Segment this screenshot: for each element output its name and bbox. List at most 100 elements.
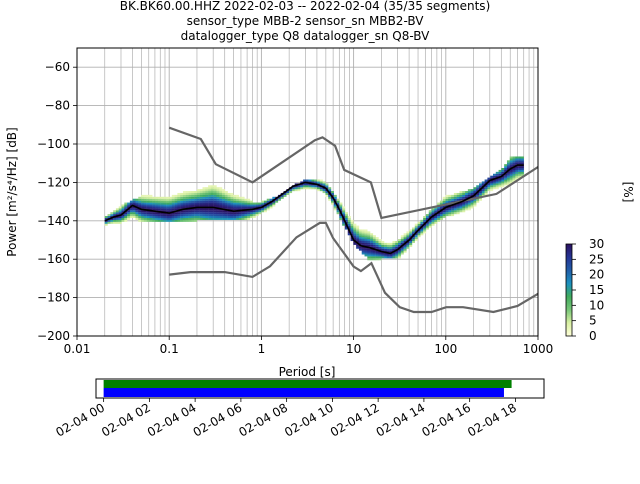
ppsd-cell — [113, 221, 117, 224]
ppsd-cell — [230, 202, 234, 205]
ppsd-cell — [437, 208, 441, 211]
ppsd-cell — [506, 183, 510, 186]
ppsd-cell — [451, 206, 455, 209]
ppsd-cell — [437, 217, 441, 220]
ppsd-cell — [219, 204, 223, 207]
ppsd-cell — [107, 214, 111, 217]
ppsd-cell — [518, 169, 522, 172]
ppsd-cell — [303, 183, 307, 186]
ppsd-cell — [132, 212, 136, 215]
ppsd-cell — [481, 187, 485, 190]
ppsd-cell — [118, 217, 122, 220]
ppsd-cell — [143, 217, 147, 220]
ppsd-cell — [420, 227, 424, 230]
ppsd-cell — [227, 204, 231, 207]
ppsd-cell — [199, 204, 203, 207]
ppsd-cell — [347, 225, 351, 228]
ppsd-cell — [219, 189, 223, 192]
ppsd-cell — [160, 210, 164, 213]
ppsd-cell — [378, 239, 382, 242]
ppsd-cell — [115, 212, 119, 215]
coverage-tick-label: 02-04 00 — [53, 400, 107, 439]
ppsd-cell — [166, 216, 170, 219]
ppsd-cell — [146, 210, 150, 213]
ppsd-cell — [395, 244, 399, 247]
ppsd-cell — [406, 231, 410, 234]
ppsd-cell — [155, 219, 159, 222]
ppsd-cell — [263, 202, 267, 205]
ppsd-cell — [339, 202, 343, 205]
ppsd-cell — [152, 206, 156, 209]
ppsd-cell — [445, 212, 449, 215]
ppsd-cell — [506, 162, 510, 165]
ppsd-cell — [244, 214, 248, 217]
ppsd-cell — [403, 235, 407, 238]
ppsd-cell — [160, 204, 164, 207]
ppsd-cell — [420, 223, 424, 226]
ppsd-cell — [216, 212, 220, 215]
ppsd-cell — [219, 191, 223, 194]
ppsd-cell — [308, 185, 312, 188]
ppsd-cell — [515, 166, 519, 169]
ppsd-cell — [143, 216, 147, 219]
ppsd-cell — [191, 196, 195, 199]
ppsd-cell — [439, 208, 443, 211]
ppsd-cell — [518, 158, 522, 161]
ppsd-cell — [121, 216, 125, 219]
ppsd-cell — [194, 219, 198, 222]
ppsd-cell — [266, 204, 270, 207]
ppsd-cell — [434, 208, 438, 211]
ppsd-cell — [160, 219, 164, 222]
ppsd-cell — [255, 204, 259, 207]
ppsd-cell — [336, 208, 340, 211]
ppsd-cell — [222, 214, 226, 217]
ppsd-cell — [356, 246, 360, 249]
ppsd-cell — [141, 196, 145, 199]
ppsd-cell — [141, 212, 145, 215]
ppsd-cell — [490, 187, 494, 190]
ppsd-cell — [448, 210, 452, 213]
ppsd-cell — [255, 212, 259, 215]
ppsd-cell — [208, 212, 212, 215]
ppsd-cell — [202, 198, 206, 201]
ppsd-cell — [423, 231, 427, 234]
ppsd-cell — [356, 231, 360, 234]
ppsd-cell — [406, 244, 410, 247]
ppsd-cell — [501, 181, 505, 184]
ppsd-cell — [492, 179, 496, 182]
ppsd-cell — [434, 216, 438, 219]
ppsd-cell — [501, 179, 505, 182]
ppsd-cell — [222, 194, 226, 197]
ppsd-cell — [356, 227, 360, 230]
ppsd-cell — [210, 191, 214, 194]
ppsd-cell — [199, 202, 203, 205]
ppsd-cell — [328, 198, 332, 201]
ppsd-cell — [196, 198, 200, 201]
ppsd-cell — [180, 212, 184, 215]
ppsd-cell — [227, 206, 231, 209]
ppsd-cell — [107, 221, 111, 224]
ppsd-cell — [174, 219, 178, 222]
ppsd-cell — [249, 200, 253, 203]
ppsd-cell — [196, 208, 200, 211]
ppsd-cell — [205, 208, 209, 211]
ppsd-cell — [487, 187, 491, 190]
ppsd-cell — [403, 237, 407, 240]
ppsd-cell — [160, 200, 164, 203]
ppsd-cell — [157, 214, 161, 217]
ppsd-cell — [138, 206, 142, 209]
ppsd-cell — [512, 171, 516, 174]
ppsd-cell — [168, 216, 172, 219]
ppsd-cell — [166, 202, 170, 205]
ppsd-cell — [168, 217, 172, 220]
ppsd-cell — [177, 214, 181, 217]
ppsd-cell — [155, 214, 159, 217]
ppsd-cell — [261, 204, 265, 207]
ppsd-cell — [409, 242, 413, 245]
ppsd-cell — [476, 189, 480, 192]
ppsd-cell — [118, 219, 122, 222]
ppsd-cell — [356, 225, 360, 228]
ppsd-cell — [367, 233, 371, 236]
ppsd-cell — [344, 217, 348, 220]
